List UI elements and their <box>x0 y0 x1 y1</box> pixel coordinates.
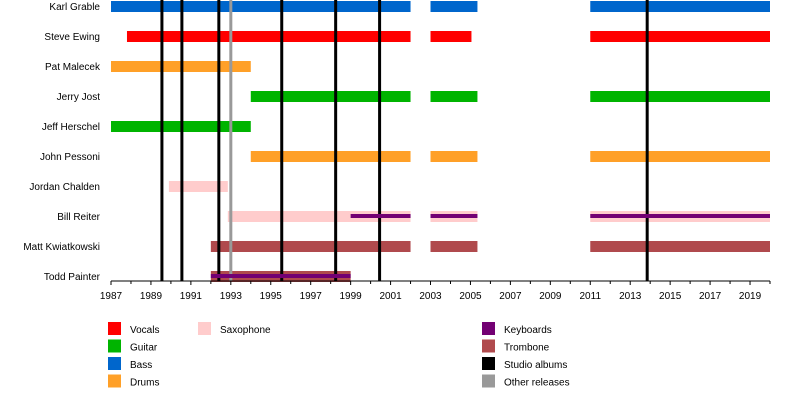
legend-swatch <box>198 322 211 335</box>
bar-drums <box>430 151 478 162</box>
bar-vocals <box>126 31 411 42</box>
legend-swatch <box>482 374 495 388</box>
bar-trombone <box>210 241 411 252</box>
bar-saxophone <box>227 211 411 222</box>
member-label: Karl Grable <box>49 2 100 13</box>
legend-label: Trombone <box>504 343 550 354</box>
x-tick-label: 2019 <box>739 291 762 302</box>
x-tick-label: 2011 <box>580 291 602 302</box>
bar-keyboards-thin <box>430 214 478 218</box>
bar-drums <box>590 151 770 162</box>
bar-bass <box>430 1 478 12</box>
member-label: Bill Reiter <box>57 212 100 223</box>
x-tick-label: 2017 <box>699 291 722 302</box>
legend-label: Other releases <box>504 378 570 389</box>
legend-label: Studio albums <box>504 360 567 371</box>
x-tick-label: 2003 <box>419 291 442 302</box>
member-label: Steve Ewing <box>44 32 100 43</box>
legend-label: Guitar <box>130 343 158 354</box>
legend-swatch <box>108 357 121 370</box>
x-tick-label: 1993 <box>220 291 243 302</box>
bar-trombone <box>430 241 478 252</box>
legend-label: Keyboards <box>504 325 552 336</box>
x-tick-label: 2015 <box>659 291 682 302</box>
bar-keyboards-thin <box>210 274 351 278</box>
legend-label: Saxophone <box>220 325 271 336</box>
legend-label: Drums <box>130 378 159 389</box>
bar-bass <box>590 1 770 12</box>
x-tick-label: 2009 <box>539 291 562 302</box>
x-tick-label: 2005 <box>459 291 482 302</box>
legend-label: Vocals <box>130 325 159 336</box>
bar-trombone <box>590 241 770 252</box>
member-label: Jeff Herschel <box>42 122 100 133</box>
bar-saxophone <box>168 181 228 192</box>
x-tick-label: 1999 <box>340 291 363 302</box>
legend-label: Bass <box>130 360 152 371</box>
bar-guitar <box>590 91 770 102</box>
bar-drums <box>250 151 411 162</box>
member-label: Jerry Jost <box>57 92 101 103</box>
legend-swatch <box>108 374 121 388</box>
legend-swatch <box>108 339 121 353</box>
legend-swatch <box>482 322 495 335</box>
bar-guitar <box>430 91 478 102</box>
member-label: Pat Malecek <box>45 62 101 73</box>
x-tick-label: 1997 <box>300 291 323 302</box>
member-label: John Pessoni <box>40 152 100 163</box>
x-tick-label: 2007 <box>499 291 522 302</box>
bar-keyboards-thin <box>350 214 411 218</box>
x-tick-label: 1995 <box>260 291 283 302</box>
x-tick-label: 2001 <box>379 291 402 302</box>
bar-keyboards-thin <box>590 214 770 218</box>
x-tick-label: 2013 <box>619 291 642 302</box>
member-label: Todd Painter <box>44 272 101 283</box>
legend-swatch <box>108 322 121 335</box>
legend-swatch <box>482 357 495 370</box>
member-label: Jordan Chalden <box>29 182 100 193</box>
member-label: Matt Kwiatkowski <box>23 242 100 253</box>
bar-vocals <box>430 31 472 42</box>
bar-vocals <box>590 31 770 42</box>
x-tick-label: 1991 <box>180 291 203 302</box>
bar-guitar <box>250 91 411 102</box>
legend-swatch <box>482 339 495 353</box>
x-tick-label: 1987 <box>100 291 123 302</box>
bar-bass <box>111 1 411 12</box>
x-tick-label: 1989 <box>140 291 163 302</box>
